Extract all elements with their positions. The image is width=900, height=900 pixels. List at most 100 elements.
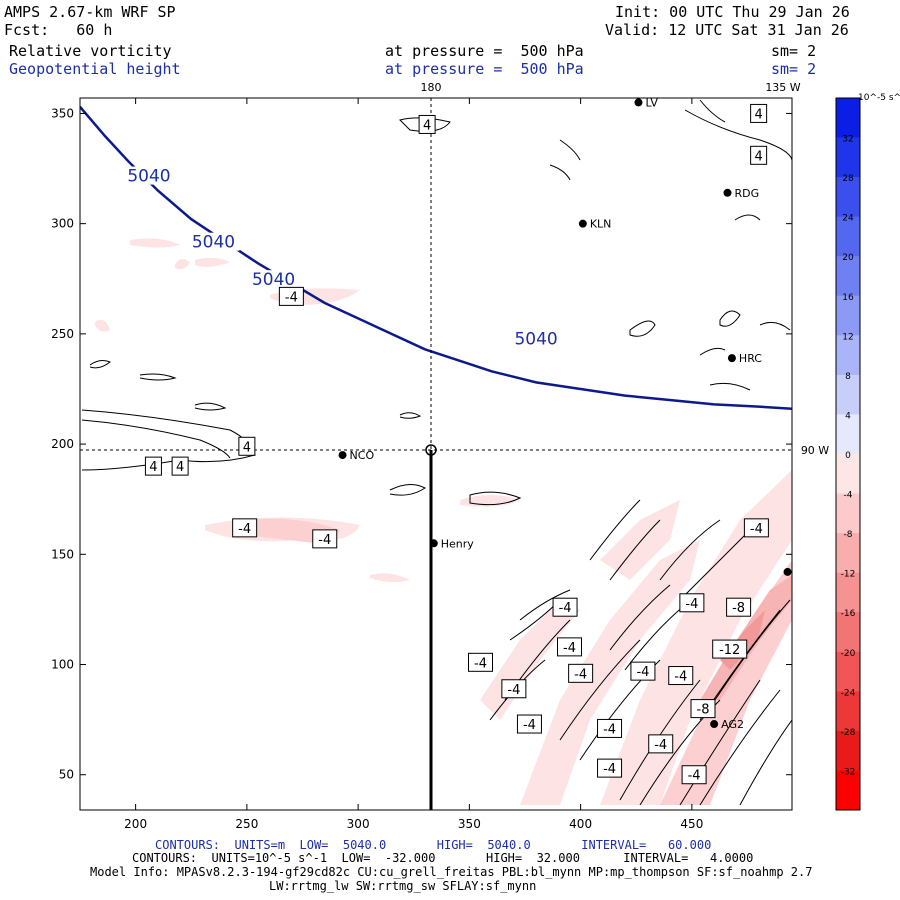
colorbar-label: -24 — [841, 688, 856, 698]
colorbar-label: -28 — [841, 728, 856, 738]
vorticity-shading — [95, 238, 792, 805]
vorticity-label: -4 — [474, 656, 487, 671]
vorticity-label: -4 — [750, 522, 763, 537]
vorticity-label: 4 — [423, 118, 431, 133]
x-tick-label: 400 — [569, 817, 592, 831]
colorbar-label: 4 — [845, 411, 851, 421]
station-label: NCO — [350, 449, 375, 462]
colorbar-label: 24 — [842, 214, 854, 224]
colorbar-segment — [836, 612, 860, 653]
vorticity-label-box — [679, 593, 705, 613]
plot-frame — [79, 97, 793, 811]
init-time: Init: 00 UTC Thu 29 Jan 26 — [615, 3, 850, 21]
x-tick-label: 450 — [680, 817, 703, 831]
vorticity-label: -4 — [636, 665, 649, 680]
vorticity-label-box — [648, 734, 674, 754]
colorbar-segment — [836, 454, 860, 495]
station-dot — [578, 219, 587, 228]
geopotential-5040-contour — [80, 105, 792, 411]
vorticity-label-box — [690, 699, 716, 719]
colorbar-label: -20 — [841, 649, 856, 659]
vorticity-label: -4 — [563, 641, 576, 656]
top-label-180: 180 — [421, 81, 442, 94]
vorticity-label-box — [597, 758, 623, 778]
y-tick-label: 150 — [51, 547, 74, 561]
valid-time: Valid: 12 UTC Sat 31 Jan 26 — [605, 21, 849, 39]
vorticity-label-box — [171, 456, 189, 476]
vorticity-label: 4 — [149, 460, 157, 475]
y-tick-label: 350 — [51, 106, 74, 120]
colorbar-segment — [836, 374, 860, 415]
y-tick-label: 100 — [51, 658, 74, 672]
station-dot — [634, 98, 643, 107]
colorbar: 32 28 24 20 16 12 8 4 0 -4 -8 -12 -16 -20 -24 -28 -32 — [835, 97, 861, 811]
footer-model-info: Model Info: MPASv8.2.3-194-gf29cd82c CU:… — [90, 865, 813, 879]
vorticity-label: 4 — [176, 460, 184, 475]
station-label: AG2 — [721, 718, 744, 731]
colorbar-label: 8 — [845, 372, 851, 382]
vorticity-label: -4 — [685, 597, 698, 612]
vorticity-label-box — [278, 286, 304, 306]
colorbar-label: 20 — [842, 253, 854, 263]
vorticity-label: -4 — [523, 718, 536, 733]
height-label: 5040 — [514, 330, 557, 350]
colorbar-segment — [836, 414, 860, 455]
vorticity-label-box — [232, 518, 258, 538]
colorbar-segment — [836, 533, 860, 574]
vorticity-label: -8 — [697, 703, 710, 718]
colorbar-label: -32 — [841, 767, 856, 777]
station-markers: LV RDG KLN HRC NCO Henry AG2 — [338, 96, 792, 731]
vorticity-label: -4 — [603, 722, 616, 737]
colorbar-segment — [836, 730, 860, 771]
x-tick-label: 200 — [124, 817, 147, 831]
colorbar-label: -8 — [844, 530, 853, 540]
vorticity-label: -8 — [732, 601, 745, 616]
colorbar-units: 10^-5 s^-1 — [858, 93, 900, 103]
vorticity-label-box — [468, 652, 493, 672]
vorticity-label: -4 — [603, 762, 616, 777]
station-label: RDG — [734, 187, 759, 200]
field1-name: Relative vorticity — [9, 42, 172, 60]
colorbar-segment — [836, 137, 860, 178]
vorticity-label-box — [597, 718, 623, 738]
colorbar-label: 32 — [842, 135, 853, 145]
vorticity-label: 4 — [754, 107, 762, 122]
vorticity-label: -4 — [688, 769, 701, 784]
vorticity-labels: 4 4 4 -4 4 4 4 -4 -4 -4 -4 -4 -8 -4 -12 -4 -4 -4 -4 -4 -8 -4 -… — [144, 103, 769, 785]
vorticity-label: -4 — [238, 522, 251, 537]
height-label: 5040 — [127, 167, 170, 187]
y-tick-label: 300 — [51, 217, 74, 231]
vorticity-label: -12 — [719, 643, 740, 658]
field2-level: at pressure = 500 hPa — [385, 60, 584, 78]
vorticity-label-box — [312, 529, 338, 549]
x-tick-label: 300 — [347, 817, 370, 831]
colorbar-label: 28 — [842, 174, 854, 184]
vorticity-label-box — [238, 436, 256, 456]
colorbar-label: 12 — [842, 332, 853, 342]
colorbar-segment — [836, 98, 860, 139]
y-tick-label: 200 — [51, 437, 74, 451]
vorticity-label: -4 — [318, 533, 331, 548]
height-label-bg — [510, 329, 563, 348]
model-title: AMPS 2.67-km WRF SP — [4, 3, 176, 21]
vorticity-label-box — [750, 103, 768, 123]
colorbar-segment — [836, 770, 860, 811]
vorticity-label: -4 — [674, 670, 687, 685]
vorticity-label-box — [726, 597, 752, 617]
colorbar-label: -16 — [841, 609, 856, 619]
vorticity-contours — [81, 99, 792, 806]
height-label-bg — [122, 166, 175, 185]
station-label: LV — [645, 96, 658, 109]
colorbar-segment — [836, 651, 860, 692]
colorbar-label: -4 — [844, 491, 853, 501]
footer-vorticity-contours: CONTOURS: UNITS=10^-5 s^-1 LOW= -32.000 … — [132, 851, 754, 865]
colorbar-segment — [836, 256, 860, 297]
vorticity-label-box — [144, 456, 162, 476]
height-label-bg — [187, 232, 240, 251]
y-tick-label: 50 — [59, 768, 74, 782]
vorticity-label: 4 — [243, 440, 251, 455]
top-label-135w: 135 W — [765, 81, 800, 94]
colorbar-segment — [836, 335, 860, 376]
colorbar-frame — [835, 97, 861, 811]
right-label-90w: 90 W — [801, 444, 829, 457]
